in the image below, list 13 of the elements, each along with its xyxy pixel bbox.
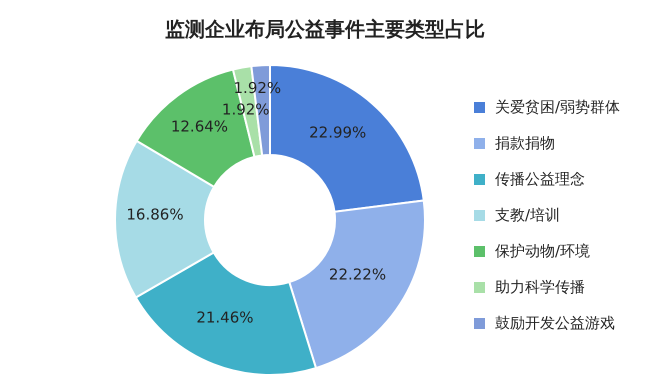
data-label: 22.99% [309, 123, 366, 142]
data-label: 22.22% [328, 266, 386, 284]
legend-label: 助力科学传播 [494, 278, 585, 297]
legend-label: 鼓励开发公益游戏 [494, 314, 615, 333]
legend-label: 关爱贫困/弱势群体 [494, 98, 620, 117]
data-label: 12.64% [170, 118, 228, 136]
legend-label: 捐款捐物 [494, 134, 555, 153]
legend-label: 传播公益理念 [494, 170, 585, 189]
data-label: 16.86% [126, 205, 184, 224]
legend-label: 保护动物/环境 [494, 242, 590, 261]
data-label: 21.46% [196, 308, 254, 326]
chart-title: 监测企业布局公益事件主要类型占比 [164, 16, 486, 43]
legend-label: 支教/培训 [494, 206, 560, 225]
